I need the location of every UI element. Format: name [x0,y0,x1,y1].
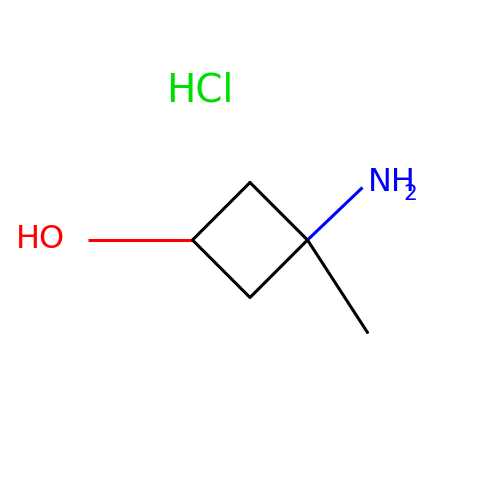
Text: HCl: HCl [166,71,234,109]
Text: HO: HO [16,224,65,256]
Text: 2: 2 [404,184,417,204]
Text: NH: NH [368,167,416,198]
